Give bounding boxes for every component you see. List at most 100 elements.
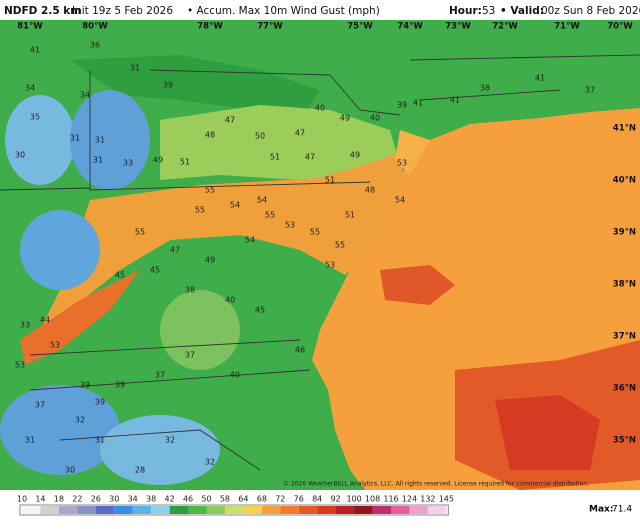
gust-value: 40 — [225, 296, 235, 305]
colorbar-bin — [151, 506, 170, 514]
latitude-label: 39°N — [613, 228, 636, 238]
latitude-label: 37°N — [613, 332, 636, 342]
max-label: Max: — [589, 505, 613, 515]
field-name: • Accum. Max 10m Wind Gust (mph) — [187, 5, 380, 17]
colorbar-label: 26 — [91, 495, 101, 504]
gust-value: 36 — [90, 41, 100, 50]
gust-value: 39 — [397, 101, 407, 110]
gust-value: 54 — [395, 196, 405, 205]
colorbar-label: 10 — [17, 495, 27, 504]
colorbar-bin — [58, 506, 78, 514]
valid-label: • Valid: — [500, 5, 544, 17]
gust-value: 45 — [115, 271, 125, 280]
longitude-label: 80°W — [82, 22, 108, 32]
latitude-label: 41°N — [613, 124, 636, 134]
valid-time: 00z Sun 8 Feb 2026 — [541, 5, 640, 17]
gust-value: 39 — [95, 398, 105, 407]
colorbar-label: 58 — [220, 495, 230, 504]
colorbar-bin — [22, 506, 41, 514]
colorbar-label: 64 — [238, 495, 248, 504]
gust-value: 49 — [340, 114, 350, 123]
gust-value: 53 — [285, 221, 295, 230]
longitude-label: 75°W — [347, 22, 373, 32]
colorbar-bin — [391, 506, 410, 514]
longitude-label: 77°W — [257, 22, 283, 32]
colorbar-bin — [261, 506, 281, 514]
gust-value: 30 — [65, 466, 75, 475]
gust-value: 53 — [325, 261, 335, 270]
gust-value: 55 — [195, 206, 205, 215]
colorbar-label: 84 — [312, 495, 322, 504]
gust-value: 55 — [205, 186, 215, 195]
gust-value: 45 — [255, 306, 265, 315]
gust-value: 37 — [35, 401, 45, 410]
colorbar-label: 34 — [128, 495, 138, 504]
colorbar-bin — [169, 506, 189, 514]
longitude-label: 81°W — [17, 22, 43, 32]
map-layer: 41 36 31 39 34 35 34 31 31 30 31 33 49 51 48 47 50 47 40 49… — [15, 22, 636, 516]
gust-value: 55 — [135, 228, 145, 237]
gust-value: 41 — [450, 96, 460, 105]
gust-value: 30 — [15, 151, 25, 160]
colorbar-label: 108 — [365, 495, 380, 504]
colorbar-label: 22 — [72, 495, 82, 504]
gust-value: 53 — [50, 341, 60, 350]
gust-value: 51 — [345, 211, 355, 220]
gust-value: 49 — [153, 156, 163, 165]
longitude-label: 74°W — [397, 22, 423, 32]
colorbar-bin — [243, 506, 262, 514]
gust-value: 31 — [70, 134, 80, 143]
gust-value: 55 — [335, 241, 345, 250]
colorbar-label: 100 — [346, 495, 361, 504]
map-field — [0, 20, 640, 490]
gust-value: 41 — [535, 74, 545, 83]
gust-value: 31 — [130, 64, 140, 73]
colorbar-bin — [298, 506, 318, 514]
gust-value: 51 — [325, 176, 335, 185]
gust-value: 54 — [257, 196, 267, 205]
gust-value: 37 — [185, 351, 195, 360]
gust-value: 28 — [135, 466, 145, 475]
latitude-label: 38°N — [613, 280, 636, 290]
colorbar-bin — [354, 506, 373, 514]
gust-value: 31 — [95, 136, 105, 145]
colorbar-bin — [95, 506, 115, 514]
gust-value: 32 — [165, 436, 175, 445]
colorbar-bin — [114, 506, 133, 514]
max-value: 71.4 — [612, 505, 632, 515]
colorbar-bin — [372, 506, 391, 514]
gust-value: 34 — [80, 91, 90, 100]
longitude-label: 70°W — [607, 22, 633, 32]
hour-label: Hour: — [449, 5, 482, 17]
colorbar-label: 42 — [165, 495, 175, 504]
hour-value: 53 — [482, 5, 495, 17]
gust-value: 53 — [15, 361, 25, 370]
longitude-label: 78°W — [197, 22, 223, 32]
colorbar-bin — [335, 506, 355, 514]
gust-value: 31 — [25, 436, 35, 445]
gust-value: 35 — [30, 113, 40, 122]
longitude-label: 73°W — [445, 22, 471, 32]
colorbar-bin — [409, 506, 428, 514]
gust-value: 54 — [245, 236, 255, 245]
colorbar-label: 124 — [402, 495, 417, 504]
latitude-label: 35°N — [613, 436, 636, 446]
gust-value: 31 — [95, 436, 105, 445]
colorbar-bin — [206, 506, 225, 514]
gust-value: 45 — [150, 266, 160, 275]
gust-value: 32 — [205, 458, 215, 467]
colorbar-label: 116 — [383, 495, 398, 504]
colorbar-label: 50 — [201, 495, 211, 504]
gust-value: 39 — [80, 381, 90, 390]
gust-value: 39 — [115, 381, 125, 390]
gust-value: 39 — [163, 81, 173, 90]
colorbar-bin — [132, 506, 152, 514]
longitude-label: 71°W — [554, 22, 580, 32]
gust-value: 49 — [205, 256, 215, 265]
latitude-label: 40°N — [613, 176, 636, 186]
colorbar-bin — [40, 506, 59, 514]
colorbar-label: 72 — [275, 495, 285, 504]
copyright: © 2026 WeatherBELL Analytics, LLC. All r… — [283, 481, 589, 488]
gust-value: 51 — [270, 153, 280, 162]
gust-value: 33 — [20, 321, 30, 330]
